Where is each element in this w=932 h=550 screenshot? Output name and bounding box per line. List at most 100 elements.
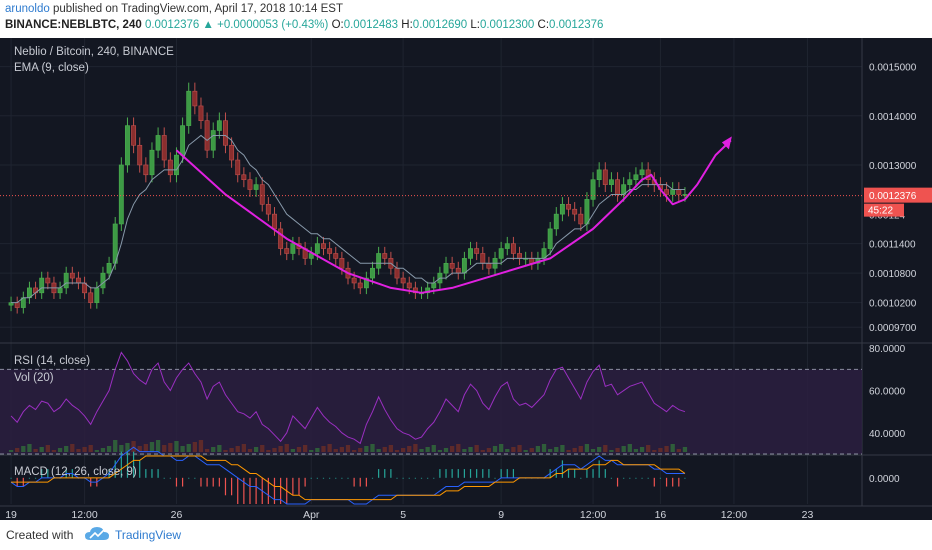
- volume-bar: [217, 445, 222, 452]
- macd-histogram-bar: [273, 477, 276, 504]
- volume-bar: [143, 444, 148, 452]
- high-label: H:: [401, 19, 413, 31]
- close-value: 0.0012376: [549, 19, 604, 31]
- macd-pane: [10, 446, 686, 505]
- volume-bar: [247, 449, 253, 452]
- volume-bar: [174, 441, 179, 452]
- time-tick-label: 12:00: [580, 509, 606, 520]
- author-link[interactable]: arunoldo: [5, 3, 50, 15]
- macd-histogram-bar: [463, 469, 465, 478]
- volume-bar: [149, 442, 155, 452]
- rsi-tick-label: 60.0000: [869, 387, 906, 398]
- volume-bar: [517, 445, 522, 452]
- macd-histogram-bar: [359, 477, 361, 487]
- ohlc-line: BINANCE:NEBLBTC, 240 0.0012376 ▲ +0.0000…: [5, 19, 603, 31]
- macd-histogram-bar: [623, 477, 625, 479]
- price-change: ▲ +0.0000053 (+0.43%): [202, 19, 329, 31]
- time-tick-label: 16: [655, 509, 667, 520]
- candle-body: [76, 277, 81, 284]
- macd-histogram-bar: [427, 477, 429, 479]
- macd-histogram-bar: [304, 477, 306, 487]
- macd-histogram-bar: [267, 477, 269, 504]
- macd-histogram-bar: [114, 460, 116, 478]
- macd-histogram-bar: [212, 477, 214, 487]
- volume-bar: [15, 448, 20, 452]
- chart-area[interactable]: 0.0015000 0.0014000 0.0013000 0.0011400 0.00…: [0, 38, 932, 520]
- volume-bar: [345, 445, 351, 452]
- candle-body: [590, 179, 596, 200]
- macd-histogram-bar: [653, 477, 655, 487]
- volume-bar: [82, 447, 87, 452]
- volume-bar: [462, 449, 467, 452]
- candle-body: [321, 243, 326, 249]
- candle-body: [125, 125, 130, 166]
- volume-bar: [100, 448, 106, 452]
- volume-bar: [315, 448, 320, 452]
- volume-bar: [186, 444, 191, 452]
- candle-body: [480, 253, 486, 264]
- created-with-label: Created with: [6, 528, 74, 542]
- volume-bar: [211, 447, 216, 452]
- volume-bar: [505, 449, 510, 452]
- candle-body: [247, 179, 253, 190]
- candle-body: [265, 203, 271, 215]
- candle-body: [223, 120, 228, 146]
- macd-histogram-bar: [476, 469, 478, 478]
- macd-histogram-bar: [316, 477, 318, 479]
- candle-body: [229, 144, 235, 161]
- volume-bar: [584, 444, 590, 452]
- macd-histogram-bar: [604, 469, 606, 478]
- candle-body: [406, 282, 412, 289]
- candle-body: [559, 203, 565, 215]
- volume-bar: [499, 444, 504, 452]
- macd-histogram-bar: [41, 469, 43, 478]
- volume-bar: [658, 448, 663, 452]
- candle-body: [161, 135, 167, 161]
- candle-body: [608, 179, 614, 185]
- macd-histogram-bar: [365, 477, 367, 487]
- macd-histogram-bar: [420, 477, 423, 479]
- volume-bar: [364, 446, 369, 452]
- volume-bar: [351, 450, 357, 452]
- volume-bar: [535, 446, 541, 452]
- volume-bar: [664, 446, 669, 452]
- candle-body: [192, 90, 198, 107]
- macd-histogram-bar: [678, 477, 680, 487]
- tradingview-brand-link[interactable]: TradingView: [115, 528, 182, 542]
- macd-histogram-bar: [231, 477, 233, 496]
- macd-histogram-bar: [598, 460, 600, 478]
- volume-bar: [431, 445, 436, 452]
- candle-body: [45, 277, 51, 284]
- macd-histogram-bar: [451, 469, 453, 478]
- volume-bar: [106, 446, 112, 452]
- candle-body: [290, 243, 296, 254]
- volume-bar: [597, 447, 602, 452]
- volume-bar: [639, 447, 645, 452]
- chart-canvas[interactable]: 0.0015000 0.0014000 0.0013000 0.0011400 0.00…: [0, 38, 932, 520]
- volume-bar: [413, 444, 418, 452]
- volume-bar: [137, 446, 142, 452]
- volume-bar: [168, 443, 173, 452]
- volume-bar: [388, 445, 394, 452]
- macd-histogram-bar: [157, 469, 159, 478]
- macd-histogram-bar: [34, 477, 37, 479]
- publish-line: arunoldo published on TradingView.com, A…: [5, 3, 343, 15]
- volume-bar: [670, 444, 675, 452]
- candle-body: [235, 159, 241, 176]
- macd-histogram-bar: [181, 477, 184, 487]
- volume-bar: [443, 448, 449, 452]
- macd-histogram-bar: [347, 477, 349, 479]
- candle-body: [339, 258, 345, 269]
- macd-histogram-bar: [243, 477, 245, 504]
- candle-body: [455, 267, 461, 274]
- volume-bar: [603, 445, 608, 452]
- volume-bar: [253, 447, 259, 452]
- macd-histogram-bar: [163, 477, 165, 479]
- low-label: L:: [470, 19, 480, 31]
- macd-histogram-bar: [329, 477, 331, 479]
- volume-bar: [358, 448, 363, 452]
- candle-body: [602, 169, 608, 185]
- macd-histogram-bar: [659, 477, 662, 479]
- macd-histogram-bar: [482, 469, 484, 478]
- candle-body: [394, 267, 400, 279]
